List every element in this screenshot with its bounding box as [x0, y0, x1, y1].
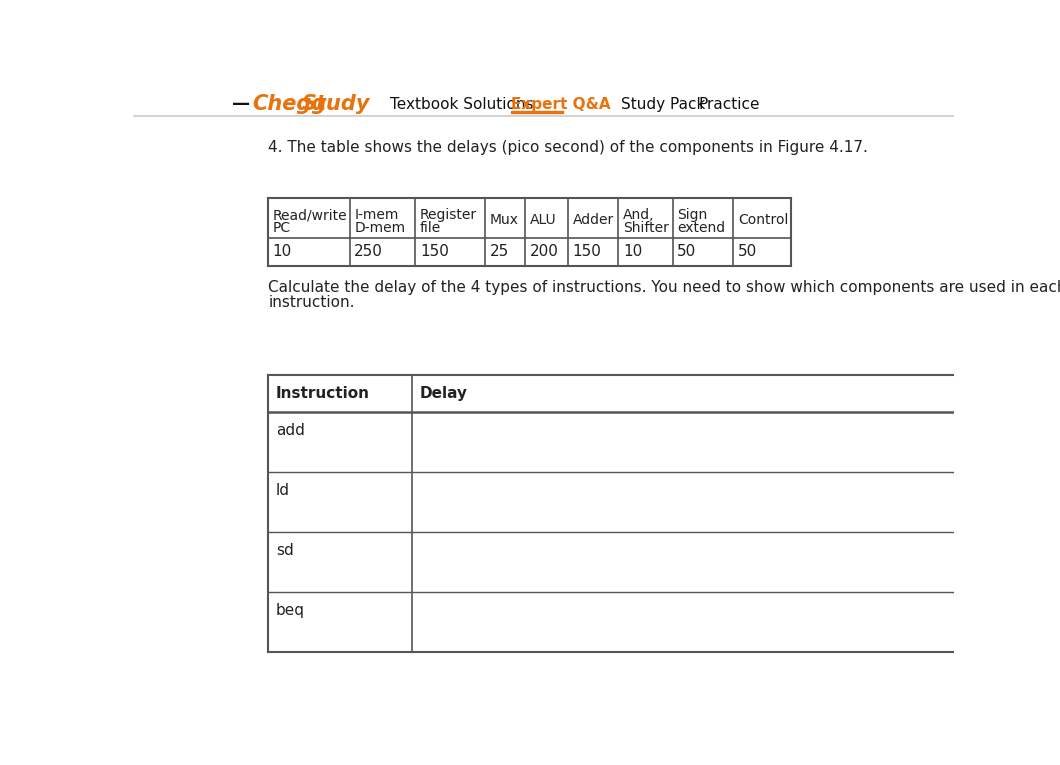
- Text: Mux: Mux: [490, 213, 518, 227]
- Text: Read/write: Read/write: [272, 208, 348, 222]
- Text: 4. The table shows the delays (pico second) of the components in Figure 4.17.: 4. The table shows the delays (pico seco…: [268, 140, 868, 155]
- Text: Practice: Practice: [699, 96, 760, 112]
- Text: Chegg: Chegg: [252, 94, 326, 114]
- Text: Calculate the delay of the 4 types of instructions. You need to show which compo: Calculate the delay of the 4 types of in…: [268, 280, 1060, 295]
- Text: beq: beq: [276, 603, 305, 618]
- Text: Study: Study: [301, 94, 370, 114]
- Text: Textbook Solutions: Textbook Solutions: [390, 96, 533, 112]
- Text: Control: Control: [738, 213, 789, 227]
- Bar: [511, 111, 564, 113]
- Text: 150: 150: [572, 245, 602, 259]
- Text: Expert Q&A: Expert Q&A: [511, 96, 611, 112]
- Text: Delay: Delay: [420, 386, 467, 401]
- Text: Register: Register: [420, 208, 477, 222]
- Text: Shifter: Shifter: [623, 221, 669, 235]
- Text: Sign: Sign: [677, 208, 708, 222]
- Text: 10: 10: [272, 245, 292, 259]
- Text: extend: extend: [677, 221, 725, 235]
- Text: 50: 50: [738, 245, 757, 259]
- Text: 10: 10: [623, 245, 642, 259]
- Text: sd: sd: [276, 543, 294, 558]
- Text: Study Pack: Study Pack: [621, 96, 705, 112]
- Text: I-mem: I-mem: [354, 208, 399, 222]
- Text: instruction.: instruction.: [268, 295, 355, 310]
- Text: And,: And,: [623, 208, 655, 222]
- Text: Instruction: Instruction: [276, 386, 370, 401]
- Text: D-mem: D-mem: [354, 221, 405, 235]
- Text: Adder: Adder: [572, 213, 614, 227]
- Text: add: add: [276, 423, 305, 438]
- Text: 50: 50: [677, 245, 696, 259]
- Text: 200: 200: [530, 245, 559, 259]
- Text: ld: ld: [276, 483, 289, 498]
- Text: PC: PC: [272, 221, 290, 235]
- Text: 150: 150: [420, 245, 448, 259]
- Text: ALU: ALU: [530, 213, 556, 227]
- Text: 25: 25: [490, 245, 509, 259]
- Text: 250: 250: [354, 245, 383, 259]
- Text: file: file: [420, 221, 441, 235]
- Text: —: —: [232, 95, 250, 113]
